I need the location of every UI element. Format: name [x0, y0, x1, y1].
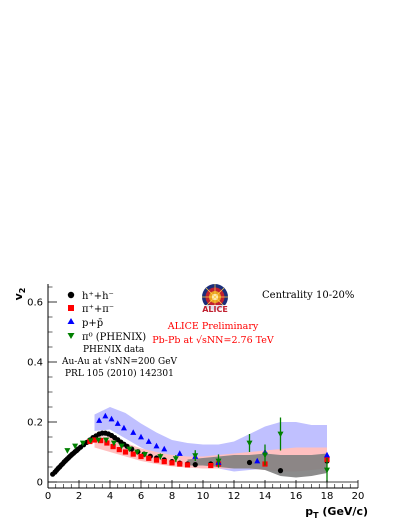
- data-markers: [50, 412, 330, 482]
- legend-label-pi0-phenix: π⁰ (PHENIX): [82, 332, 146, 343]
- point-series-3-1: [72, 443, 79, 450]
- point-series-1-12: [169, 460, 175, 466]
- x-tick-label-4: 8: [169, 491, 175, 502]
- point-series-2-15: [324, 451, 330, 458]
- point-series-3-16: [262, 452, 268, 459]
- point-series-3-10: [141, 452, 148, 458]
- point-series-3-14: [215, 458, 222, 465]
- point-series-3-5: [103, 437, 110, 444]
- point-series-2-13: [254, 457, 261, 464]
- point-series-2-7: [145, 438, 152, 444]
- point-series-3-6: [110, 440, 117, 447]
- x-tick-label-3: 6: [138, 491, 144, 502]
- alice-collision-label: Pb-Pb at √sNN=2.76 TeV: [152, 335, 274, 346]
- legend-marker-pi0-phenix: [67, 333, 75, 339]
- legend-label-pions: π⁺+π⁻: [82, 304, 114, 315]
- x-tick-label-10: 20: [352, 491, 365, 502]
- point-series-1-6: [122, 449, 129, 455]
- phenix-collision-label: Au-Au at √sNN=200 GeV: [61, 356, 178, 367]
- y-tick-label-1: 0.2: [27, 418, 43, 429]
- point-series-1-5: [116, 447, 122, 453]
- x-tick-label-1: 2: [76, 491, 82, 502]
- point-series-3-8: [126, 446, 133, 453]
- centrality-label: Centrality 10-20%: [262, 290, 354, 301]
- point-series-2-9: [161, 445, 168, 452]
- point-series-2-2: [108, 415, 115, 422]
- point-series-1-7: [130, 451, 136, 457]
- point-series-3-18: [324, 467, 330, 474]
- point-series-1-3: [104, 440, 110, 446]
- alice-logo: ALICE: [200, 284, 230, 314]
- point-series-1-2: [98, 438, 104, 444]
- point-series-0-44: [246, 459, 253, 466]
- x-axis-label: pT (GeV/c): [305, 505, 368, 520]
- point-series-0-45: [277, 468, 284, 474]
- point-series-3-13: [192, 453, 199, 459]
- point-series-3-11: [157, 454, 164, 460]
- phenix-reference-label: PRL 105 (2010) 142301: [65, 368, 174, 379]
- legend-marker-pions: [68, 305, 74, 311]
- point-series-3-12: [172, 456, 179, 462]
- point-series-3-4: [95, 437, 102, 444]
- point-series-1-8: [138, 453, 144, 460]
- point-series-2-1: [102, 412, 109, 419]
- legend: h⁺+h⁻ π⁺+π⁻ p+p̄ π⁰ (PHENIX): [67, 291, 146, 343]
- legend-label-protons: p+p̄: [82, 318, 103, 329]
- point-series-2-0: [96, 417, 103, 423]
- legend-label-charged-hadrons: h⁺+h⁻: [82, 291, 114, 302]
- alice-logo-text: ALICE: [202, 305, 228, 314]
- x-tick-label-6: 12: [228, 491, 241, 502]
- point-series-3-15: [246, 440, 253, 447]
- point-series-1-15: [208, 462, 214, 469]
- point-series-0-42: [192, 462, 198, 468]
- point-series-1-13: [177, 461, 183, 467]
- x-tick-label-0: 0: [45, 491, 51, 502]
- point-series-1-14: [184, 462, 191, 468]
- x-tick-label-5: 10: [197, 491, 210, 502]
- y-tick-label-2: 0.4: [27, 358, 43, 369]
- point-series-1-4: [110, 444, 116, 450]
- point-series-1-1: [91, 437, 98, 443]
- point-series-3-9: [134, 449, 141, 456]
- x-tick-label-9: 18: [321, 491, 334, 502]
- systematic-bands: [94, 407, 327, 478]
- x-tick-label-8: 16: [290, 491, 303, 502]
- point-series-2-6: [138, 433, 144, 440]
- point-series-1-11: [161, 459, 167, 465]
- legend-marker-charged-hadrons: [67, 291, 75, 299]
- phenix-data-label: PHENIX data: [83, 345, 145, 355]
- point-series-2-5: [130, 429, 137, 435]
- axis-ticks: 0 2 4 6 8 10 12 14 16 18 20 0 0.2 0.4 0.6: [27, 286, 365, 502]
- y-tick-label-3: 0.6: [27, 298, 43, 309]
- point-series-1-10: [153, 457, 160, 463]
- band-series-0: [187, 453, 327, 478]
- point-series-2-4: [120, 424, 127, 431]
- legend-marker-protons: [67, 318, 75, 324]
- point-series-1-9: [146, 455, 152, 461]
- point-series-2-8: [153, 442, 160, 449]
- point-series-3-3: [87, 438, 94, 444]
- point-series-3-2: [79, 440, 86, 447]
- x-tick-label-2: 4: [107, 491, 113, 502]
- point-series-2-10: [176, 450, 183, 456]
- point-series-3-17: [277, 431, 284, 438]
- y-axis-label: v2: [12, 288, 27, 301]
- point-series-3-7: [118, 443, 125, 450]
- y-tick-label-0: 0: [37, 478, 43, 489]
- x-tick-label-7: 14: [259, 491, 272, 502]
- alice-preliminary-label: ALICE Preliminary: [167, 321, 259, 332]
- point-series-3-0: [64, 448, 71, 454]
- point-series-2-3: [114, 420, 121, 426]
